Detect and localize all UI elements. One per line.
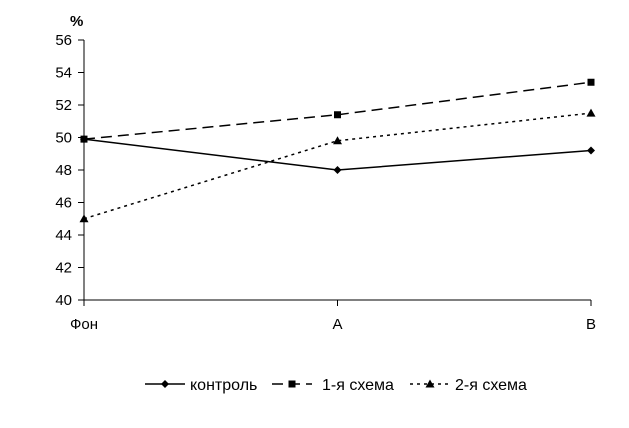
square-marker bbox=[587, 78, 595, 86]
y-tick-label: 40 bbox=[55, 292, 72, 309]
y-axis: 40 42 44 46 48 50 52 54 56% bbox=[55, 13, 85, 309]
x-tick-label: A bbox=[332, 316, 342, 333]
y-tick-label: 56 bbox=[55, 32, 72, 49]
y-tick-label: 54 bbox=[55, 65, 72, 82]
legend: контроль 1-я схема 2-я схема bbox=[145, 377, 527, 394]
square-marker bbox=[80, 135, 88, 143]
legend-item: 2-я схема bbox=[410, 377, 527, 394]
y-tick-label: 50 bbox=[55, 130, 72, 147]
y-axis-unit-label: % bbox=[70, 13, 83, 30]
y-tick-label: 46 bbox=[55, 195, 72, 212]
series-line bbox=[83, 81, 592, 140]
series-square bbox=[80, 78, 595, 143]
triangle-marker bbox=[586, 108, 596, 117]
triangle-marker bbox=[333, 136, 342, 145]
square-marker bbox=[288, 380, 296, 388]
y-tick-label: 48 bbox=[55, 162, 72, 179]
diamond-marker bbox=[161, 380, 169, 388]
square-marker bbox=[334, 111, 341, 119]
legend-item: контроль bbox=[145, 377, 257, 394]
y-tick-label: 44 bbox=[55, 227, 72, 244]
diamond-marker bbox=[587, 146, 595, 155]
x-tick-label: B bbox=[586, 316, 596, 333]
legend-label: 2-я схема bbox=[455, 377, 527, 394]
series-lines bbox=[79, 78, 596, 223]
legend-item: 1-я схема bbox=[272, 377, 394, 394]
y-tick-label: 52 bbox=[55, 97, 72, 114]
diamond-marker bbox=[333, 166, 342, 174]
legend-label: контроль bbox=[190, 377, 257, 394]
series-line bbox=[83, 112, 592, 220]
series-triangle bbox=[79, 108, 596, 223]
legend-label: 1-я схема bbox=[322, 377, 394, 394]
x-axis: Фон A B bbox=[70, 299, 596, 333]
triangle-marker bbox=[79, 214, 89, 223]
triangle-marker bbox=[425, 379, 435, 388]
y-tick-label: 42 bbox=[55, 260, 72, 277]
x-tick-label: Фон bbox=[70, 316, 98, 333]
